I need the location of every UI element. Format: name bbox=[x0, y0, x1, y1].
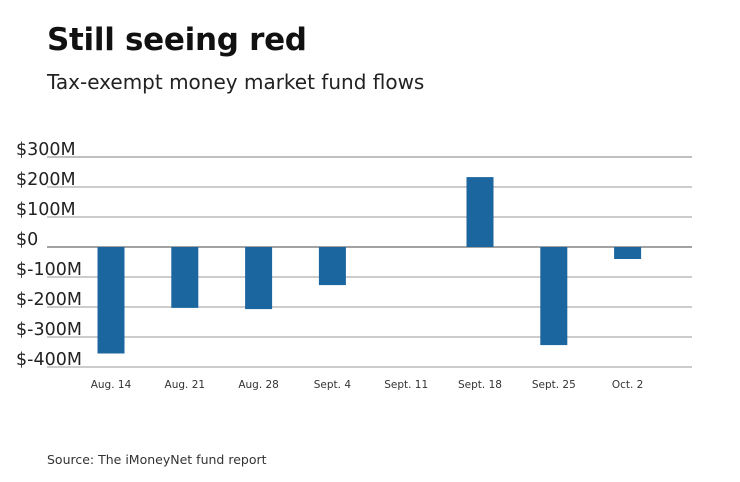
y-tick-label: $-100M bbox=[16, 260, 82, 280]
x-axis-labels: Aug. 14 Aug. 21 Aug. 28 Sept. 4 Sept. 11 Sept… bbox=[91, 379, 644, 391]
y-tick-label: $300M bbox=[16, 140, 76, 160]
x-tick-label: Sept. 4 bbox=[314, 379, 352, 391]
bar bbox=[540, 247, 568, 346]
x-tick-label: Aug. 28 bbox=[238, 379, 279, 391]
y-tick-label: $0 bbox=[16, 230, 38, 250]
bars bbox=[97, 177, 642, 354]
chart-title: Still seeing red bbox=[47, 22, 307, 58]
x-tick-label: Sept. 18 bbox=[458, 379, 502, 391]
x-tick-label: Aug. 14 bbox=[91, 379, 132, 391]
y-tick-label: $200M bbox=[16, 170, 76, 190]
y-tick-label: $-400M bbox=[16, 350, 82, 370]
bar bbox=[97, 247, 125, 354]
bar bbox=[171, 247, 199, 308]
bar bbox=[614, 247, 642, 259]
x-tick-label: Oct. 2 bbox=[612, 379, 644, 391]
y-tick-label: $-200M bbox=[16, 290, 82, 310]
y-axis-labels: $300M $200M $100M $0 $-100M $-200M $-300M $-400… bbox=[16, 140, 82, 370]
y-tick-label: $-300M bbox=[16, 320, 82, 340]
bar bbox=[245, 247, 273, 310]
source-note: Source: The iMoneyNet fund report bbox=[47, 452, 267, 467]
bar bbox=[466, 177, 494, 247]
x-tick-label: Sept. 25 bbox=[532, 379, 576, 391]
gridlines bbox=[47, 156, 692, 368]
chart-subtitle: Tax-exempt money market fund flows bbox=[47, 70, 425, 94]
x-tick-label: Sept. 11 bbox=[384, 379, 428, 391]
y-tick-label: $100M bbox=[16, 200, 76, 220]
x-tick-label: Aug. 21 bbox=[165, 379, 206, 391]
bar bbox=[318, 247, 346, 286]
